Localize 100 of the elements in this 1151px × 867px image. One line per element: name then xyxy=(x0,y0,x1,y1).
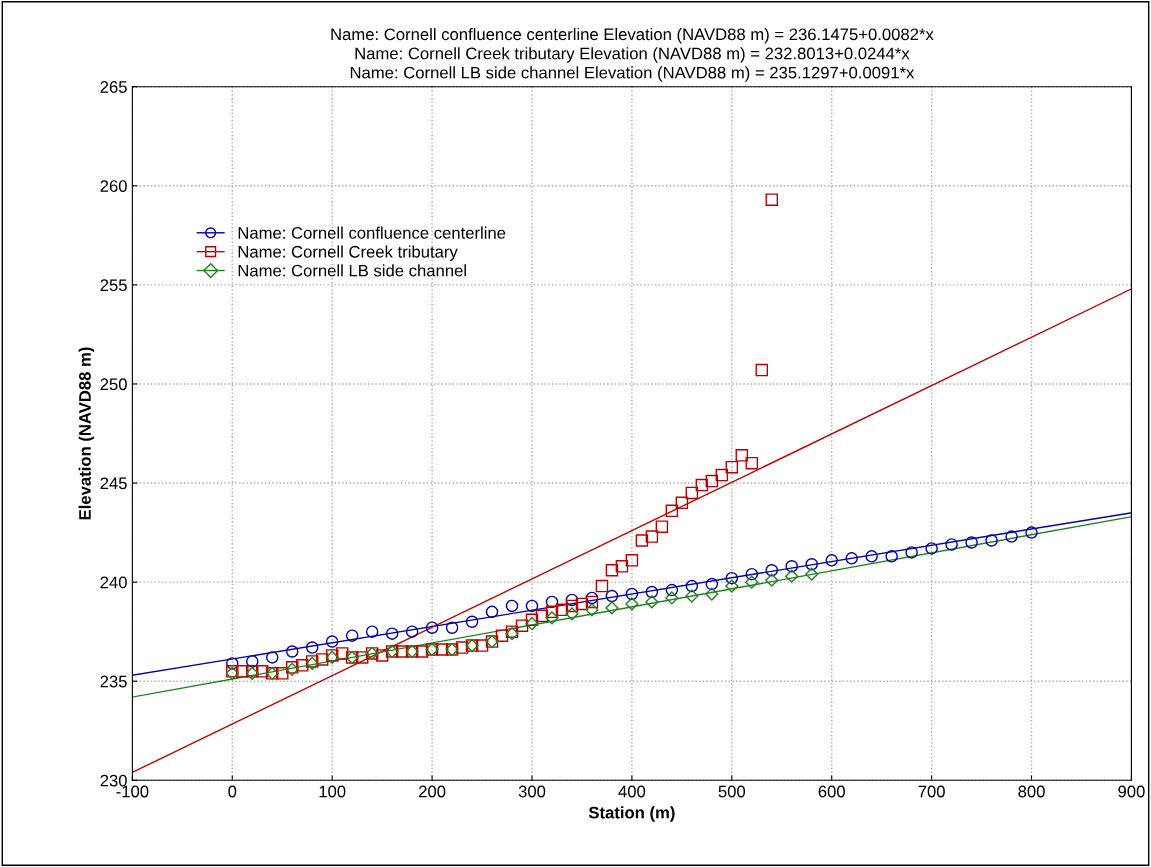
point xyxy=(325,635,339,648)
point xyxy=(705,587,719,601)
point xyxy=(335,647,349,660)
x-tick-label: 0 xyxy=(228,785,237,798)
x-tick-label: 200 xyxy=(419,785,446,798)
point xyxy=(485,605,499,619)
point xyxy=(246,655,259,668)
point xyxy=(625,597,639,611)
point xyxy=(305,641,319,654)
x-tick-label: 800 xyxy=(1018,785,1045,798)
point xyxy=(575,597,589,611)
point xyxy=(865,550,878,563)
point xyxy=(545,595,559,609)
point xyxy=(525,617,539,631)
point xyxy=(1005,530,1018,543)
point xyxy=(565,593,579,607)
legend-label: Name: Cornell Creek tributary xyxy=(238,245,458,261)
point xyxy=(605,589,619,603)
x-tick-label: 100 xyxy=(319,785,346,798)
point xyxy=(425,621,439,634)
point xyxy=(465,615,479,629)
point xyxy=(415,645,429,658)
point xyxy=(515,619,529,632)
point xyxy=(725,460,739,474)
point xyxy=(685,579,699,593)
point xyxy=(255,665,269,678)
point xyxy=(525,613,539,627)
point xyxy=(315,653,329,666)
x-tick-label: -100 xyxy=(116,785,149,798)
point xyxy=(905,546,918,559)
point xyxy=(625,554,639,567)
point xyxy=(845,552,858,565)
point xyxy=(545,605,559,619)
point xyxy=(605,601,619,615)
point xyxy=(825,554,838,567)
point xyxy=(685,589,699,603)
point xyxy=(805,567,819,581)
point xyxy=(745,567,759,581)
x-axis-title: Station (m) xyxy=(588,806,675,822)
point xyxy=(605,563,619,577)
point xyxy=(985,534,998,547)
point xyxy=(535,609,549,623)
point xyxy=(265,651,279,664)
point xyxy=(555,603,569,617)
point xyxy=(505,599,519,613)
point xyxy=(585,591,599,605)
point xyxy=(565,599,579,613)
point xyxy=(455,641,469,654)
y-tick-label: 250 xyxy=(100,378,127,391)
point xyxy=(765,573,779,587)
point xyxy=(385,627,399,640)
point xyxy=(645,530,659,543)
point xyxy=(695,478,709,492)
point xyxy=(645,585,659,599)
point xyxy=(645,595,659,609)
point xyxy=(705,577,719,591)
point xyxy=(525,599,539,613)
y-tick-label: 255 xyxy=(100,279,127,292)
point xyxy=(725,579,739,593)
point xyxy=(885,550,898,563)
point xyxy=(925,542,938,555)
point xyxy=(965,536,978,549)
point xyxy=(785,560,799,573)
x-tick-label: 500 xyxy=(718,785,746,798)
point xyxy=(585,603,599,617)
point xyxy=(655,520,669,533)
point xyxy=(945,538,958,551)
point xyxy=(735,449,749,462)
point xyxy=(805,558,818,571)
point xyxy=(625,587,639,601)
point xyxy=(475,639,489,652)
point xyxy=(785,569,799,583)
point xyxy=(745,456,759,470)
point xyxy=(675,496,689,510)
x-tick-label: 700 xyxy=(918,785,945,798)
point xyxy=(765,193,779,206)
point xyxy=(435,643,449,656)
y-tick-label: 265 xyxy=(100,81,127,93)
point xyxy=(565,607,579,621)
point xyxy=(635,534,649,547)
point xyxy=(665,583,679,597)
point xyxy=(355,651,369,664)
point xyxy=(365,625,379,638)
point xyxy=(715,468,729,482)
point xyxy=(275,667,289,680)
y-tick-label: 245 xyxy=(100,477,127,490)
legend-label: Name: Cornell confluence centerline xyxy=(238,226,506,239)
point xyxy=(745,575,759,589)
y-tick-label: 235 xyxy=(100,675,127,688)
y-tick-label: 230 xyxy=(100,774,127,787)
x-tick-label: 400 xyxy=(618,785,646,798)
point xyxy=(595,579,609,593)
x-tick-label: 300 xyxy=(518,785,546,798)
legend-label: Name: Cornell LB side channel xyxy=(238,264,466,277)
point xyxy=(765,563,779,577)
point xyxy=(665,591,679,605)
point xyxy=(585,595,599,609)
point xyxy=(236,665,249,678)
point xyxy=(615,560,629,573)
point xyxy=(285,645,299,658)
